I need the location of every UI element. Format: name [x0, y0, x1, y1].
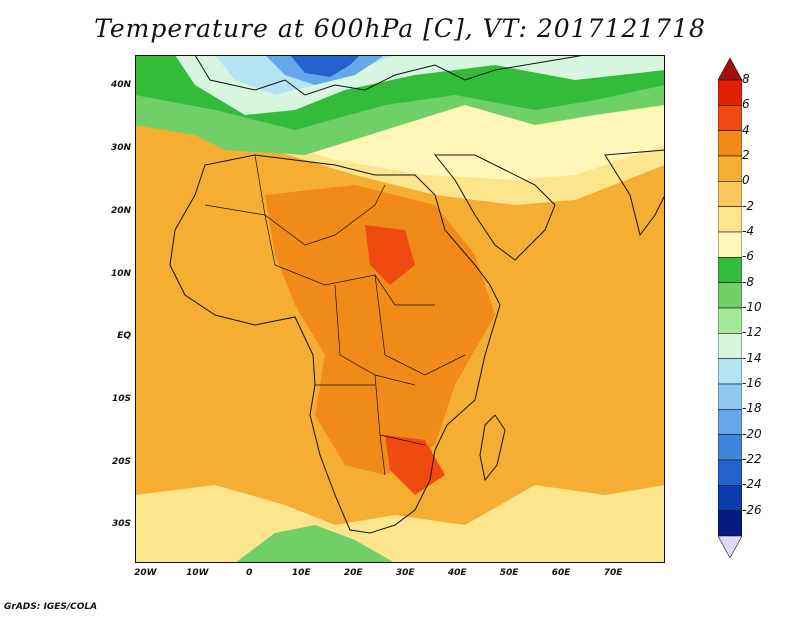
y-tick-label: 10S: [111, 393, 131, 404]
x-tick-label: 20E: [343, 568, 363, 578]
x-tick-label: 20W: [134, 568, 157, 578]
colorbar-label: -20: [742, 426, 762, 441]
colorbar-label: -4: [742, 224, 754, 238]
colorbar-label: -14: [742, 350, 762, 365]
colorbar-segment: [718, 409, 742, 435]
country-borders: [204, 154, 466, 476]
colorbar-label: -8: [742, 274, 754, 289]
colorbar-segment: [718, 535, 742, 558]
field-interior-orange: [265, 185, 495, 475]
x-tick-label: 70E: [603, 568, 623, 578]
india-outline: [604, 149, 665, 237]
arabia-outline: [433, 154, 556, 261]
colorbar-label: -2: [742, 198, 754, 213]
x-tick-label: 30E: [395, 568, 415, 578]
colorbar-label: -16: [742, 376, 762, 390]
africa-coastline: [169, 154, 501, 534]
colorbar-segment: [718, 485, 742, 511]
y-tick-label: 20N: [110, 205, 131, 216]
x-tick-label: 0: [246, 568, 253, 578]
colorbar-label: 0: [742, 173, 750, 188]
colorbar-segment: [718, 282, 742, 309]
colorbar-segment: [718, 510, 742, 537]
colorbar-segment: [718, 130, 742, 157]
colorbar-segment: [718, 307, 742, 334]
colorbar-label: -10: [742, 300, 762, 314]
colorbar-label: 8: [742, 72, 750, 86]
field-band-darkblue: [290, 55, 360, 77]
colorbar-label: 2: [742, 148, 750, 162]
x-tick-label: 10W: [186, 568, 209, 578]
field-south-green: [235, 525, 395, 563]
x-tick-label: 60E: [551, 568, 571, 578]
y-tick-label: 30N: [110, 143, 131, 154]
x-tick-label: 40E: [447, 568, 467, 578]
colorbar-segment: [718, 358, 742, 385]
x-tick-label: 50E: [499, 568, 519, 578]
temperature-map: [135, 55, 665, 563]
map-border: [135, 55, 665, 563]
x-tick-label: 10E: [291, 568, 311, 578]
colorbar-label: -24: [742, 477, 762, 492]
colorbar-label: 6: [742, 97, 750, 112]
colorbar-label: -26: [742, 502, 762, 517]
colorbar-segment: [718, 79, 742, 106]
y-tick-label: 30S: [111, 519, 131, 530]
colorbar-segment: [718, 231, 742, 258]
y-tick-label: 40N: [110, 80, 131, 91]
colorbar-label: -6: [742, 249, 754, 264]
y-tick-label: EQ: [117, 331, 131, 342]
colorbar-label: -12: [742, 325, 762, 340]
colorbar-label: 4: [742, 122, 750, 137]
colorbar-segment: [718, 181, 742, 207]
color-legend: [718, 58, 742, 558]
colorbar-segment: [718, 155, 742, 182]
colorbar-label: -22: [742, 452, 762, 466]
colorbar-segment: [718, 105, 742, 131]
field-hot-spot-1: [365, 225, 415, 285]
colorbar-segment: [718, 459, 742, 486]
europe-outline: [194, 55, 586, 96]
chart-title: Temperature at 600hPa [C], VT: 201712171…: [94, 14, 706, 43]
y-tick-label: 20S: [111, 456, 131, 467]
colorbar-segment: [718, 383, 742, 410]
colorbar-segment: [718, 333, 742, 359]
colorbar-segment: [718, 434, 742, 461]
footer-credit: GrADS: IGES/COLA: [4, 602, 98, 612]
colorbar-segment: [718, 257, 742, 283]
colorbar-segment: [718, 206, 742, 233]
colorbar-segment: [718, 58, 742, 81]
madagascar-outline: [479, 414, 506, 482]
y-tick-label: 10N: [110, 268, 131, 279]
colorbar-label: -18: [742, 401, 762, 416]
